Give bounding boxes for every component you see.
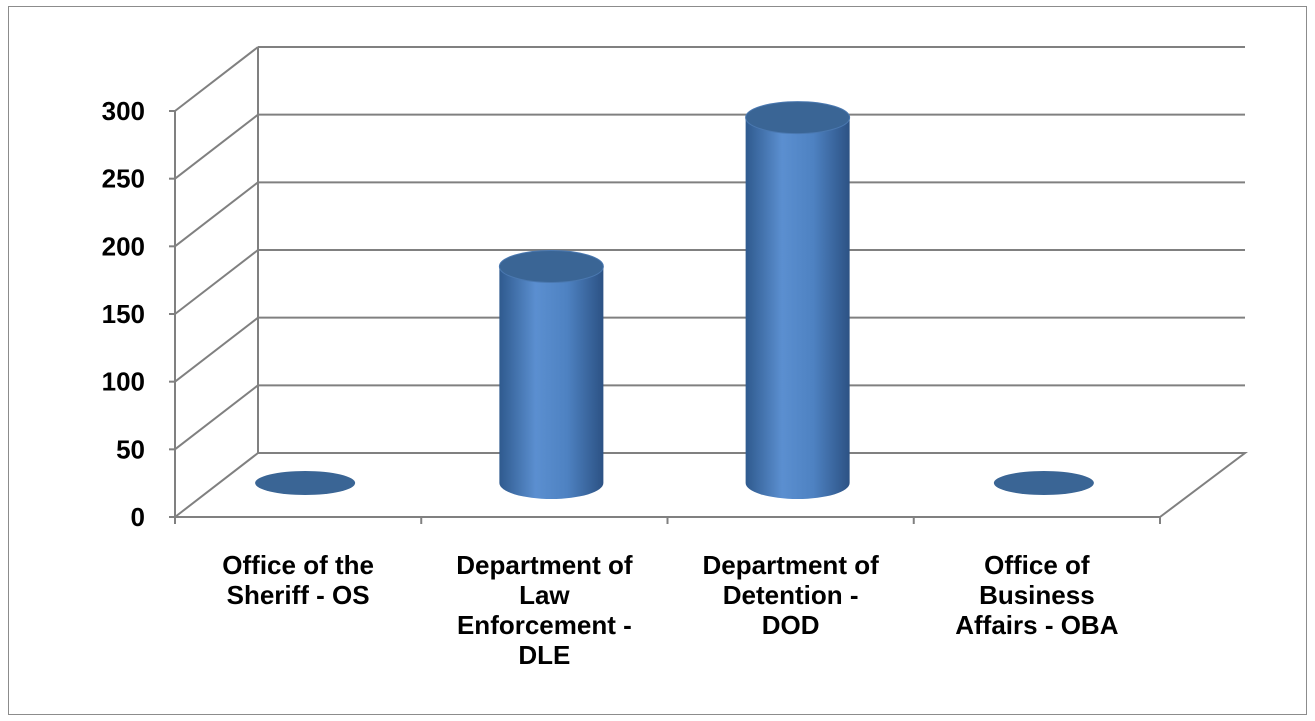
category-label-line: DLE <box>518 640 570 670</box>
category-label: Department of Law Enforcement -DLE <box>456 550 633 670</box>
bar <box>255 471 356 495</box>
bar <box>498 249 604 499</box>
bar-top <box>255 471 356 495</box>
gridlines <box>174 46 1248 518</box>
category-label-line: Business <box>979 580 1095 610</box>
y-tick-label: 150 <box>102 299 145 329</box>
axes <box>169 110 1161 524</box>
bar-top <box>993 471 1094 495</box>
category-label-line: DOD <box>762 610 820 640</box>
gridline-side <box>174 46 259 112</box>
category-label-line: Affairs - OBA <box>955 610 1118 640</box>
category-label-line: Office of the <box>222 550 374 580</box>
gridline-side <box>174 384 259 451</box>
y-tick-label: 100 <box>102 367 145 397</box>
y-tick-label: 300 <box>102 96 145 126</box>
bars <box>255 101 1094 499</box>
gridline-side <box>174 249 259 315</box>
gridline-side <box>174 316 259 383</box>
y-tick-label: 250 <box>102 164 145 194</box>
category-label: Office of Business Affairs - OBA <box>955 550 1118 640</box>
category-label-line: Enforcement - <box>457 610 632 640</box>
y-tick-label: 200 <box>102 231 145 261</box>
bar-body <box>745 117 850 499</box>
y-tick-label: 50 <box>116 434 145 464</box>
category-label-line: Law <box>519 580 570 610</box>
category-label: Office of the Sheriff - OS <box>222 550 374 610</box>
bar-top <box>745 101 851 135</box>
bar <box>745 101 851 499</box>
category-label-line: Detention - <box>723 580 859 610</box>
y-tick-labels: 0 50 100 150 200 250 300 <box>102 96 145 532</box>
category-label-line: Office of <box>984 550 1090 580</box>
y-tick-label: 0 <box>131 502 145 532</box>
chart-frame <box>8 6 1307 715</box>
category-label-line: Department of <box>456 550 633 580</box>
category-label-line: Department of <box>703 550 880 580</box>
category-label: Department of Detention -DOD <box>703 550 880 640</box>
gridline-side <box>174 181 259 248</box>
bar-top <box>498 249 604 283</box>
category-label-line: Sheriff - OS <box>227 580 370 610</box>
bar-body <box>499 266 604 499</box>
bar <box>993 471 1094 495</box>
gridline-side <box>174 113 259 180</box>
